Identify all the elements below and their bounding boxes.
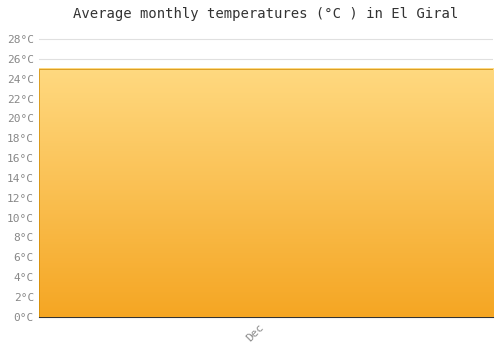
Title: Average monthly temperatures (°C ) in El Giral: Average monthly temperatures (°C ) in El… <box>74 7 458 21</box>
Bar <box>39 69 493 317</box>
Bar <box>39 69 493 317</box>
